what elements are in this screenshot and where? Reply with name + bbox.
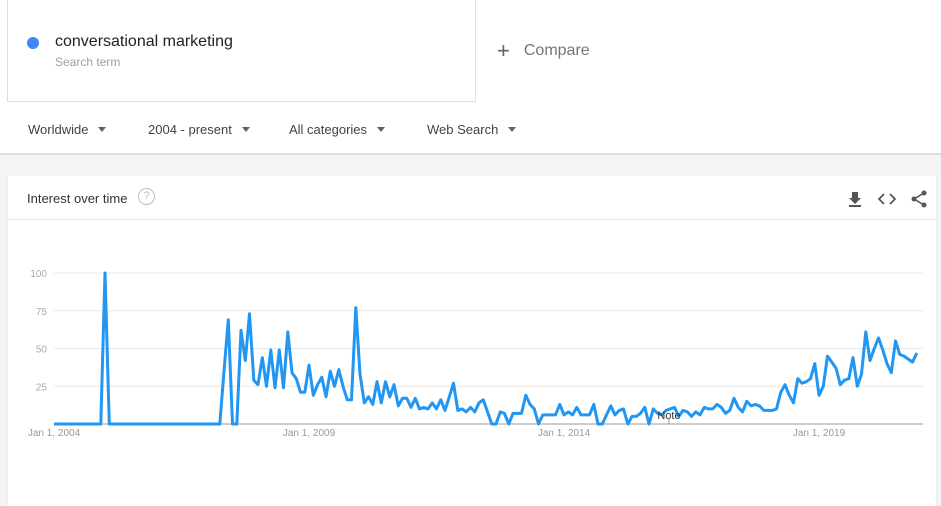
caret-down-icon: [241, 127, 250, 132]
download-icon[interactable]: [846, 190, 864, 208]
search-term-card[interactable]: conversational marketing Search term: [7, 0, 476, 102]
region-label: Worldwide: [28, 122, 89, 137]
x-tick-label: Jan 1, 2019: [793, 428, 846, 439]
compare-button[interactable]: + Compare: [497, 38, 590, 63]
y-tick-label: 25: [36, 382, 48, 393]
series-color-dot: [27, 37, 39, 49]
search-term-name[interactable]: conversational marketing: [55, 33, 233, 50]
interest-line-chart: 25 50 75 100 Jan 1, 2004 Jan 1, 2009 Jan 1, 2…: [28, 269, 923, 439]
search-type-label: Web Search: [427, 122, 499, 137]
caret-down-icon: [377, 127, 386, 132]
note-annotation[interactable]: Note: [657, 410, 681, 424]
x-tick-label: Jan 1, 2004: [28, 428, 81, 439]
card-header: Interest over time ?: [8, 176, 936, 220]
embed-code-icon[interactable]: [878, 190, 896, 208]
compare-label: Compare: [523, 42, 590, 59]
region-dropdown[interactable]: Worldwide: [28, 122, 107, 137]
plus-icon: +: [497, 38, 510, 63]
note-label: Note: [657, 410, 680, 422]
share-icon[interactable]: [910, 190, 928, 208]
time-range-label: 2004 - present: [148, 122, 232, 137]
y-tick-label: 50: [36, 345, 48, 356]
category-dropdown[interactable]: All categories: [289, 122, 386, 137]
y-tick-label: 75: [36, 307, 48, 318]
series-line: [54, 271, 919, 426]
card-title: Interest over time: [27, 191, 128, 206]
x-tick-label: Jan 1, 2009: [283, 428, 336, 439]
caret-down-icon: [508, 127, 517, 132]
category-label: All categories: [289, 122, 368, 137]
search-type-dropdown[interactable]: Web Search: [427, 122, 517, 137]
interest-over-time-card: Interest over time ? 25 50 75 100 Jan 1, 20…: [8, 176, 936, 506]
time-range-dropdown[interactable]: 2004 - present: [148, 122, 250, 137]
search-term-subtitle: Search term: [55, 55, 121, 69]
y-tick-label: 100: [30, 269, 47, 280]
help-circle-icon[interactable]: ?: [138, 188, 155, 205]
caret-down-icon: [98, 127, 107, 132]
search-header: conversational marketing Search term + C…: [0, 0, 941, 103]
x-tick-label: Jan 1, 2014: [538, 428, 591, 439]
filter-bar: Worldwide 2004 - present All categories …: [0, 103, 941, 155]
